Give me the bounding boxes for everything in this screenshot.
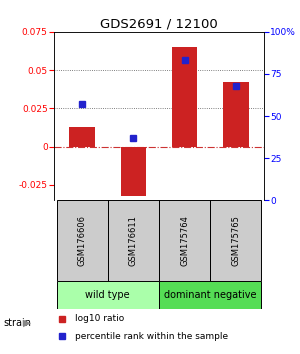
Bar (108, 200, 159, 281)
Text: wild type: wild type (85, 290, 130, 300)
Bar (159, 281, 261, 309)
Title: GDS2691 / 12100: GDS2691 / 12100 (100, 18, 218, 31)
Text: GSM175764: GSM175764 (180, 215, 189, 266)
Text: ▶: ▶ (22, 318, 31, 328)
Bar (159, 200, 210, 281)
Text: GSM176606: GSM176606 (78, 215, 87, 266)
Text: dominant negative: dominant negative (164, 290, 256, 300)
Text: log10 ratio: log10 ratio (75, 314, 124, 323)
Text: strain: strain (3, 318, 31, 328)
Text: GSM176611: GSM176611 (129, 215, 138, 266)
Text: percentile rank within the sample: percentile rank within the sample (75, 332, 228, 341)
Bar (57, 281, 159, 309)
Bar (69, 127, 95, 147)
Bar (121, 147, 146, 195)
Bar (210, 200, 261, 281)
Bar (223, 82, 249, 147)
Bar (172, 47, 197, 147)
Text: GSM175765: GSM175765 (231, 215, 240, 266)
Bar (57, 200, 108, 281)
